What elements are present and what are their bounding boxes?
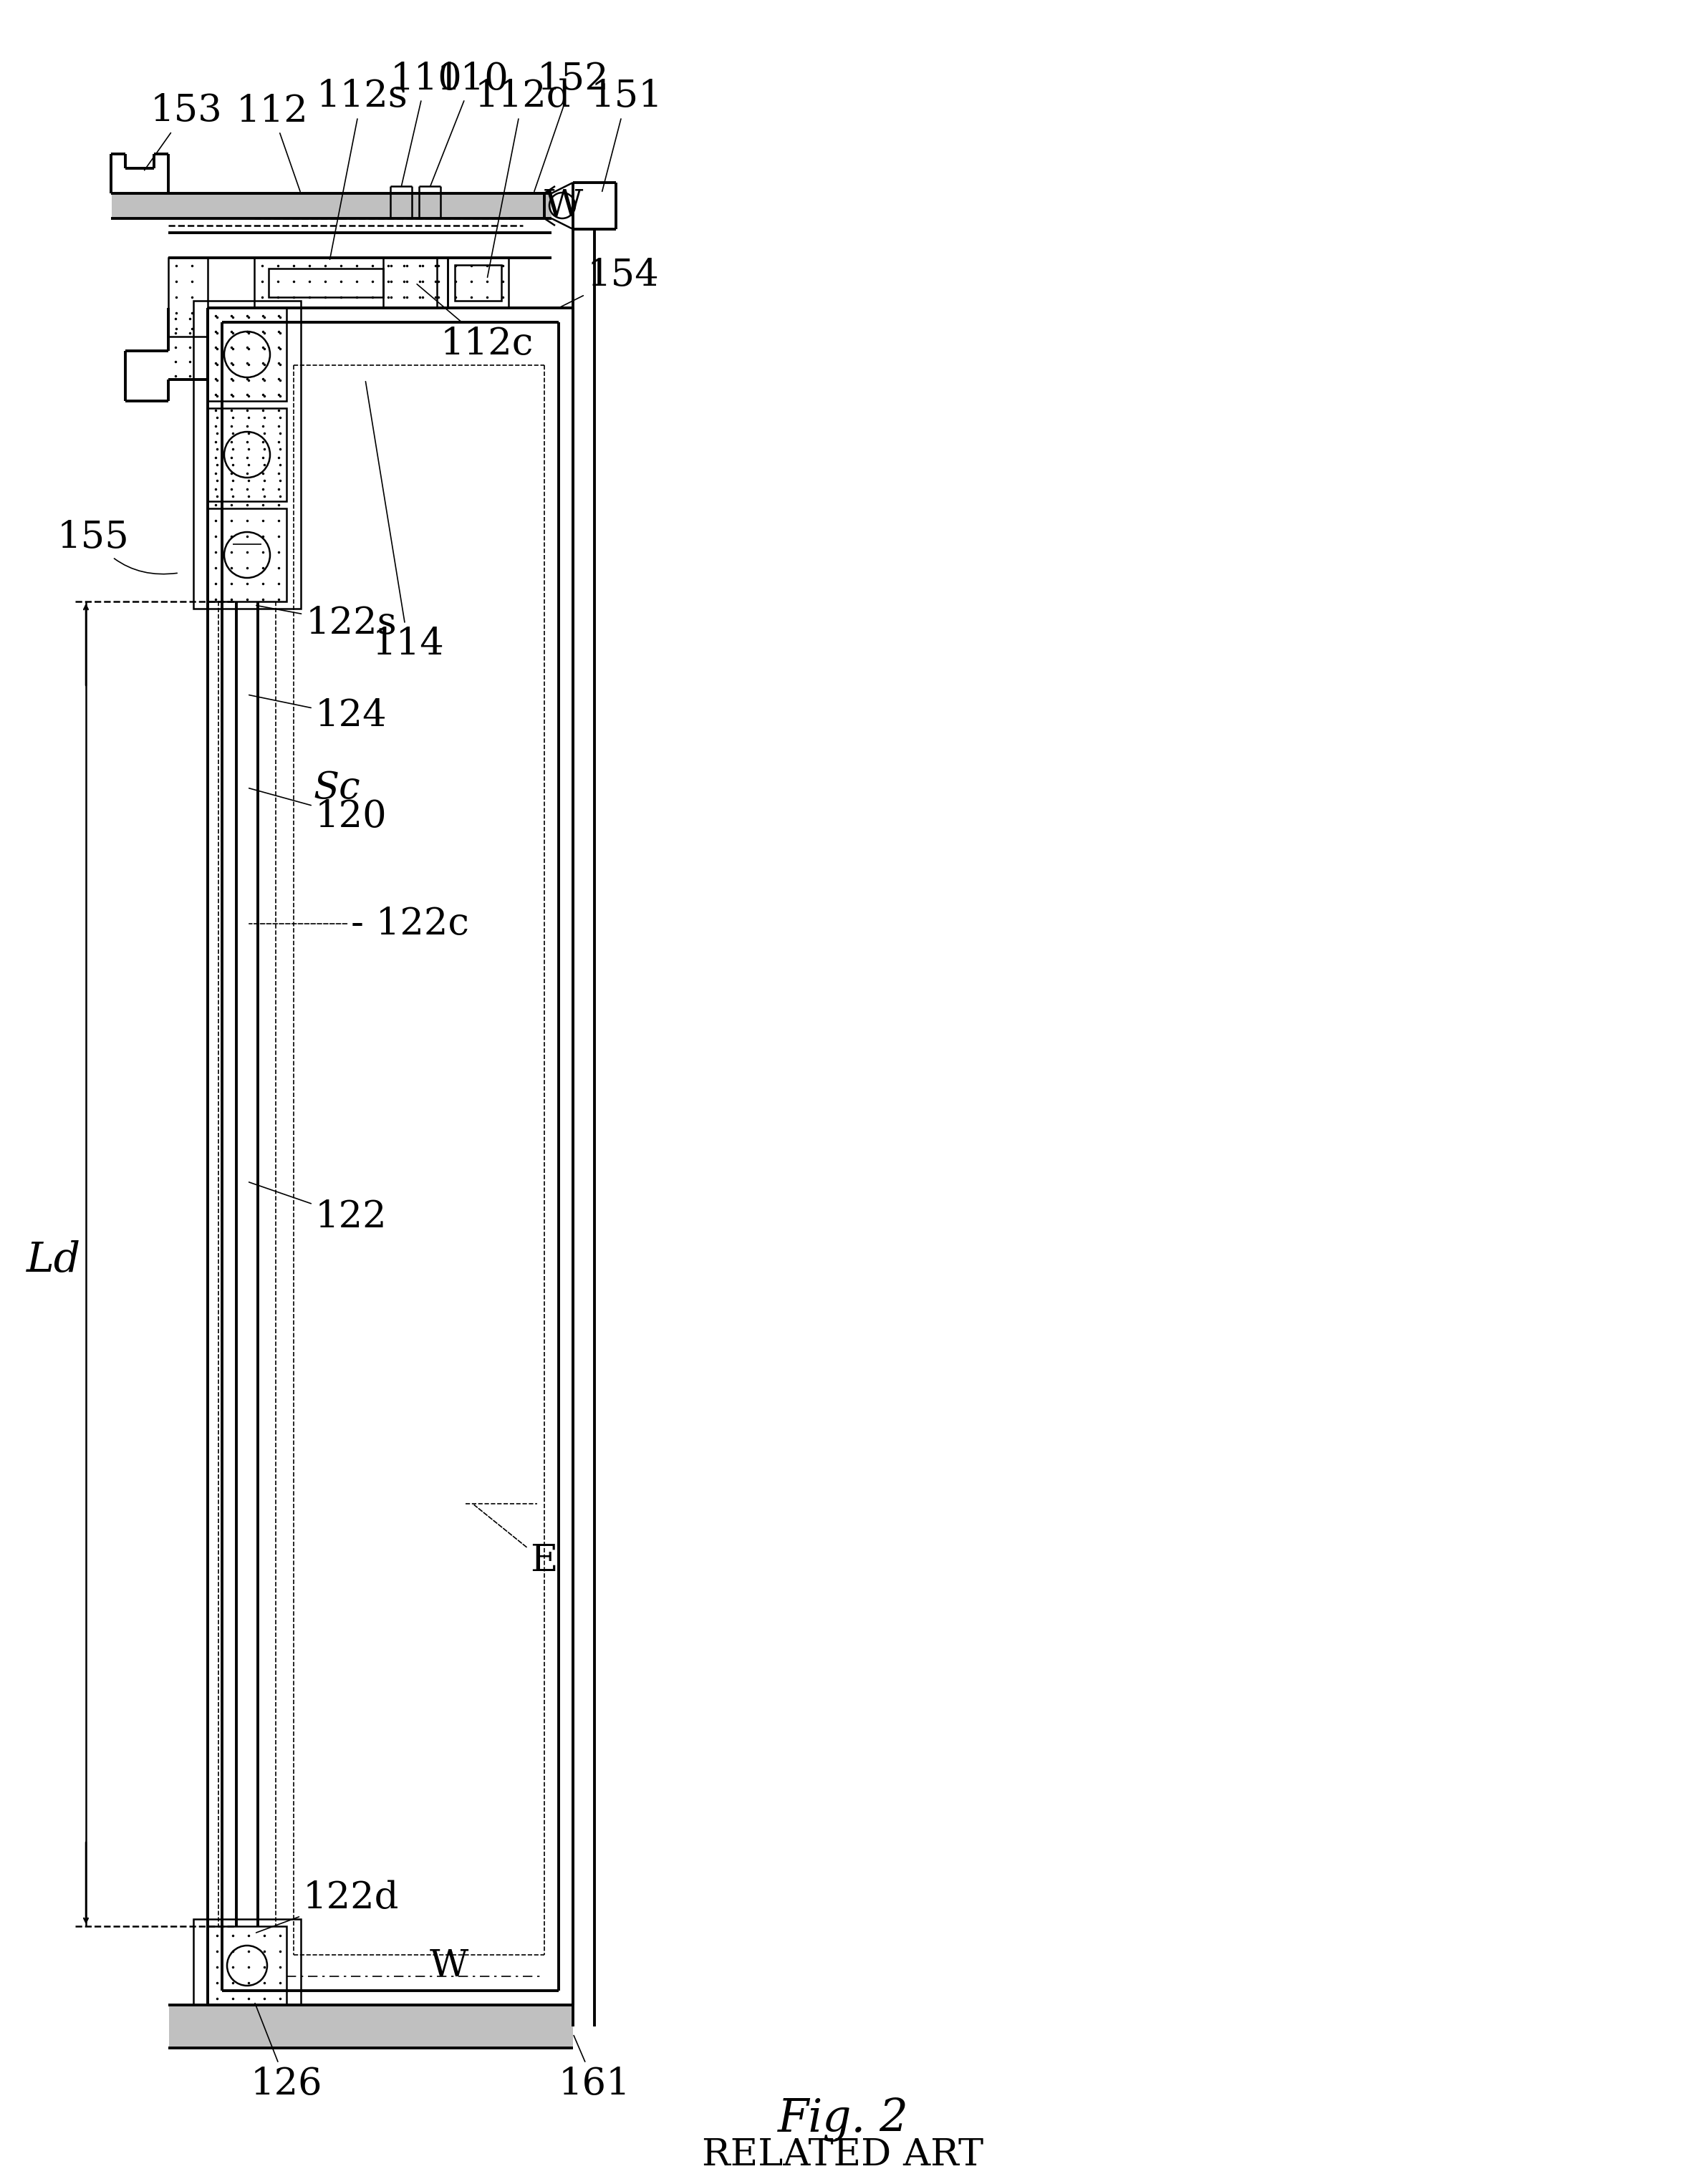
Bar — [111, 194, 551, 218]
Text: 122: 122 — [250, 1182, 388, 1236]
Bar — [169, 2005, 573, 2046]
Bar — [194, 1920, 300, 2011]
Text: 124: 124 — [250, 695, 388, 734]
Text: Sc: Sc — [314, 769, 361, 806]
Text: 122s: 122s — [256, 605, 396, 642]
Text: W: W — [545, 188, 583, 223]
Text: Fig. 2: Fig. 2 — [777, 2097, 909, 2143]
Bar — [169, 258, 207, 336]
Bar — [448, 258, 509, 308]
Text: 112c: 112c — [416, 284, 534, 363]
Text: 112: 112 — [236, 92, 309, 192]
Text: 154: 154 — [560, 258, 659, 308]
Text: 155: 155 — [57, 520, 177, 574]
Text: 112d: 112d — [475, 79, 572, 277]
Text: 122d: 122d — [256, 1878, 400, 1933]
Bar — [383, 258, 448, 308]
Bar — [194, 301, 300, 609]
Text: 161: 161 — [558, 2035, 631, 2101]
Bar — [255, 258, 437, 308]
Bar — [207, 1926, 287, 2005]
Text: W: W — [430, 1948, 469, 1983]
Text: 126: 126 — [251, 2003, 322, 2101]
Bar — [268, 269, 383, 297]
Text: 120: 120 — [250, 788, 388, 834]
Bar — [207, 308, 287, 402]
Text: 153: 153 — [145, 92, 223, 170]
Text: 110: 110 — [389, 61, 462, 186]
Bar — [207, 509, 287, 601]
Text: 114: 114 — [366, 382, 445, 662]
Bar — [455, 264, 501, 301]
Bar — [207, 408, 287, 502]
Text: 152: 152 — [534, 61, 609, 192]
Text: 110: 110 — [430, 61, 509, 186]
Text: - 122c: - 122c — [250, 906, 469, 941]
Text: 112s: 112s — [315, 79, 408, 260]
Text: RELATED ART: RELATED ART — [701, 2138, 985, 2173]
Text: 151: 151 — [590, 79, 663, 192]
Text: Ld: Ld — [27, 1241, 81, 1280]
Text: E: E — [474, 1505, 558, 1579]
